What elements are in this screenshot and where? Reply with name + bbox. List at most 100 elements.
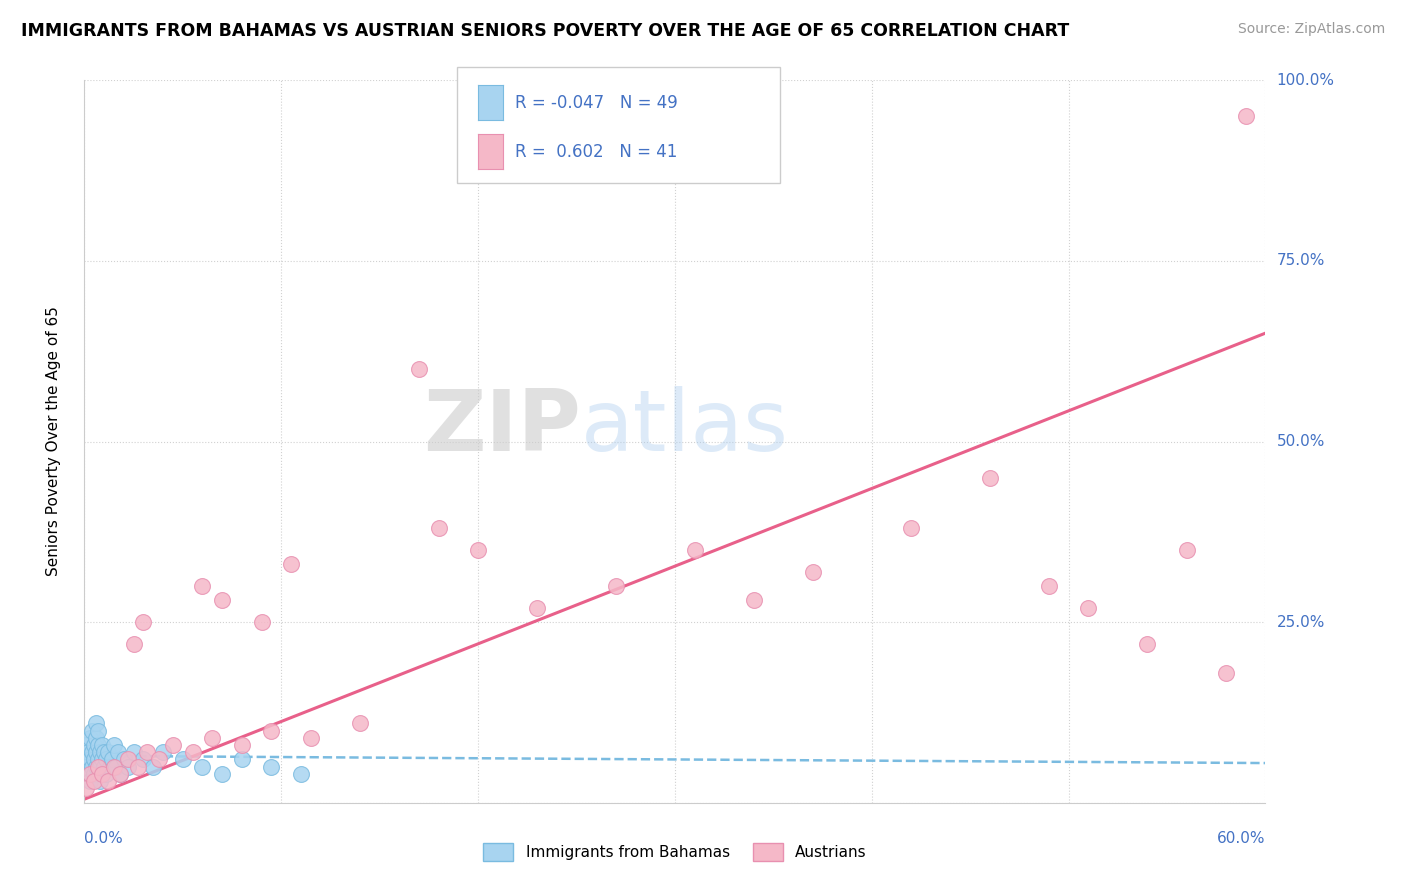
Text: IMMIGRANTS FROM BAHAMAS VS AUSTRIAN SENIORS POVERTY OVER THE AGE OF 65 CORRELATI: IMMIGRANTS FROM BAHAMAS VS AUSTRIAN SENI…: [21, 22, 1070, 40]
Point: [84, 760, 107, 774]
Point: [117, 752, 139, 766]
Point: [108, 767, 131, 781]
Point: [260, 760, 283, 774]
Point: [79, 774, 101, 789]
Point: [97, 774, 120, 789]
Text: atlas: atlas: [581, 385, 789, 468]
Point: [132, 752, 155, 766]
Point: [127, 760, 149, 774]
Point: [87, 723, 110, 738]
Text: 0.0%: 0.0%: [84, 830, 124, 846]
Point: [148, 752, 170, 766]
Point: [900, 521, 922, 535]
Legend: Immigrants from Bahamas, Austrians: Immigrants from Bahamas, Austrians: [477, 837, 873, 867]
Point: [132, 615, 155, 630]
Point: [427, 521, 450, 535]
Point: [1175, 542, 1198, 557]
Point: [94, 752, 117, 766]
Point: [75, 781, 97, 796]
Point: [103, 738, 125, 752]
Point: [108, 767, 131, 781]
Point: [91, 767, 114, 781]
Point: [79, 767, 101, 781]
Point: [107, 745, 129, 759]
Point: [117, 760, 139, 774]
Point: [89, 760, 111, 774]
Point: [191, 579, 214, 593]
Point: [1215, 665, 1237, 680]
Point: [91, 752, 114, 766]
Point: [467, 542, 489, 557]
Point: [1038, 579, 1060, 593]
Point: [79, 731, 101, 745]
Point: [84, 731, 107, 745]
Text: 75.0%: 75.0%: [1277, 253, 1324, 268]
Point: [101, 752, 124, 766]
Point: [89, 745, 111, 759]
Text: 60.0%: 60.0%: [1218, 830, 1265, 846]
Point: [112, 752, 135, 766]
Text: 100.0%: 100.0%: [1277, 73, 1334, 87]
Point: [201, 731, 224, 745]
Point: [87, 760, 110, 774]
Point: [290, 767, 312, 781]
Point: [231, 738, 253, 752]
Point: [77, 767, 100, 781]
Point: [87, 738, 110, 752]
Point: [1077, 600, 1099, 615]
Point: [526, 600, 548, 615]
Point: [93, 745, 115, 759]
Point: [260, 723, 283, 738]
Point: [83, 774, 105, 789]
Point: [84, 745, 107, 759]
Point: [801, 565, 824, 579]
Point: [83, 752, 105, 766]
Point: [75, 760, 97, 774]
Point: [231, 752, 253, 766]
Point: [104, 760, 127, 774]
Point: [979, 470, 1001, 484]
Point: [349, 716, 371, 731]
Point: [82, 760, 104, 774]
Point: [1136, 637, 1159, 651]
Text: ZIP: ZIP: [423, 385, 581, 468]
Text: 25.0%: 25.0%: [1277, 615, 1324, 630]
Point: [122, 637, 145, 651]
Point: [172, 752, 194, 766]
Point: [89, 774, 111, 789]
Point: [605, 579, 627, 593]
Point: [87, 767, 110, 781]
Point: [162, 738, 184, 752]
Point: [103, 760, 125, 774]
Point: [75, 738, 97, 752]
Point: [211, 767, 233, 781]
Point: [77, 745, 100, 759]
Point: [122, 745, 145, 759]
Point: [211, 593, 233, 607]
Point: [136, 745, 159, 759]
Point: [181, 745, 204, 759]
Point: [83, 767, 105, 781]
Point: [152, 745, 174, 759]
Point: [742, 593, 765, 607]
Point: [82, 723, 104, 738]
Point: [250, 615, 273, 630]
Y-axis label: Seniors Poverty Over the Age of 65: Seniors Poverty Over the Age of 65: [46, 307, 60, 576]
Text: R = -0.047   N = 49: R = -0.047 N = 49: [515, 94, 678, 112]
Point: [79, 752, 101, 766]
Point: [91, 738, 114, 752]
Point: [93, 760, 115, 774]
Point: [87, 752, 110, 766]
Text: R =  0.602   N = 41: R = 0.602 N = 41: [515, 143, 676, 161]
Point: [1234, 110, 1257, 124]
Point: [299, 731, 322, 745]
Point: [98, 760, 121, 774]
Point: [97, 745, 120, 759]
Point: [83, 738, 105, 752]
Text: Source: ZipAtlas.com: Source: ZipAtlas.com: [1237, 22, 1385, 37]
Point: [280, 558, 302, 572]
Text: 50.0%: 50.0%: [1277, 434, 1324, 449]
Point: [408, 362, 430, 376]
Point: [191, 760, 214, 774]
Point: [94, 767, 117, 781]
